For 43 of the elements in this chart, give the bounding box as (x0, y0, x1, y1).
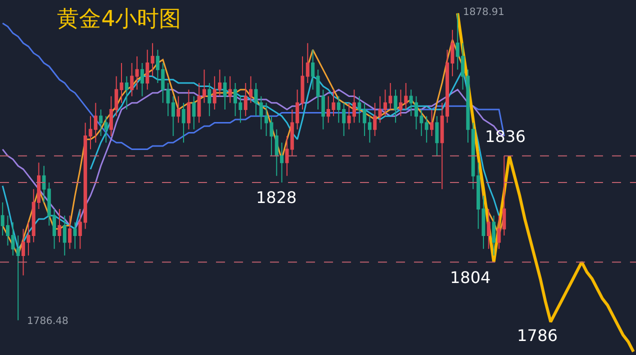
annotation: 1836 (485, 127, 526, 146)
candlestick (394, 89, 398, 124)
annotation: 1828 (256, 188, 297, 207)
candlestick (140, 62, 144, 97)
candlestick (332, 89, 336, 117)
annotation: 1878.91 (463, 7, 504, 18)
candlestick (182, 102, 186, 144)
candlestick (492, 215, 496, 256)
candlestick (326, 96, 330, 124)
candlestick (42, 165, 46, 203)
candlestick (146, 49, 150, 90)
candlestick (16, 235, 20, 321)
annotation: 1786 (517, 326, 558, 345)
candlestick (280, 142, 284, 183)
candlestick (176, 96, 180, 124)
chart-title: 黄金4小时图 (57, 7, 182, 32)
candlestick (424, 116, 428, 144)
candlestick (254, 82, 258, 117)
candlestick (68, 215, 72, 250)
candlestick (430, 108, 434, 137)
candlestick (135, 56, 139, 90)
candlestick (502, 155, 506, 236)
candlestick (208, 82, 212, 117)
candlestick (358, 96, 362, 124)
candlestick (486, 208, 490, 250)
candlestick (373, 102, 377, 137)
candlestick (186, 89, 190, 130)
candlestick (435, 116, 439, 156)
candlestick (130, 62, 134, 97)
candlestick (274, 128, 278, 176)
candlestick (223, 76, 227, 110)
candlestick (58, 208, 62, 243)
candlestick (124, 76, 128, 110)
candlestick (497, 215, 501, 250)
candlestick (285, 136, 289, 176)
candlestick (228, 76, 232, 104)
candlestick (150, 42, 154, 77)
annotation: 1804 (450, 268, 491, 287)
candlestick (73, 222, 77, 250)
candlestick (62, 215, 66, 256)
annotation: 1786.48 (27, 316, 68, 327)
candlestick (120, 62, 124, 104)
candlestick (192, 96, 196, 130)
